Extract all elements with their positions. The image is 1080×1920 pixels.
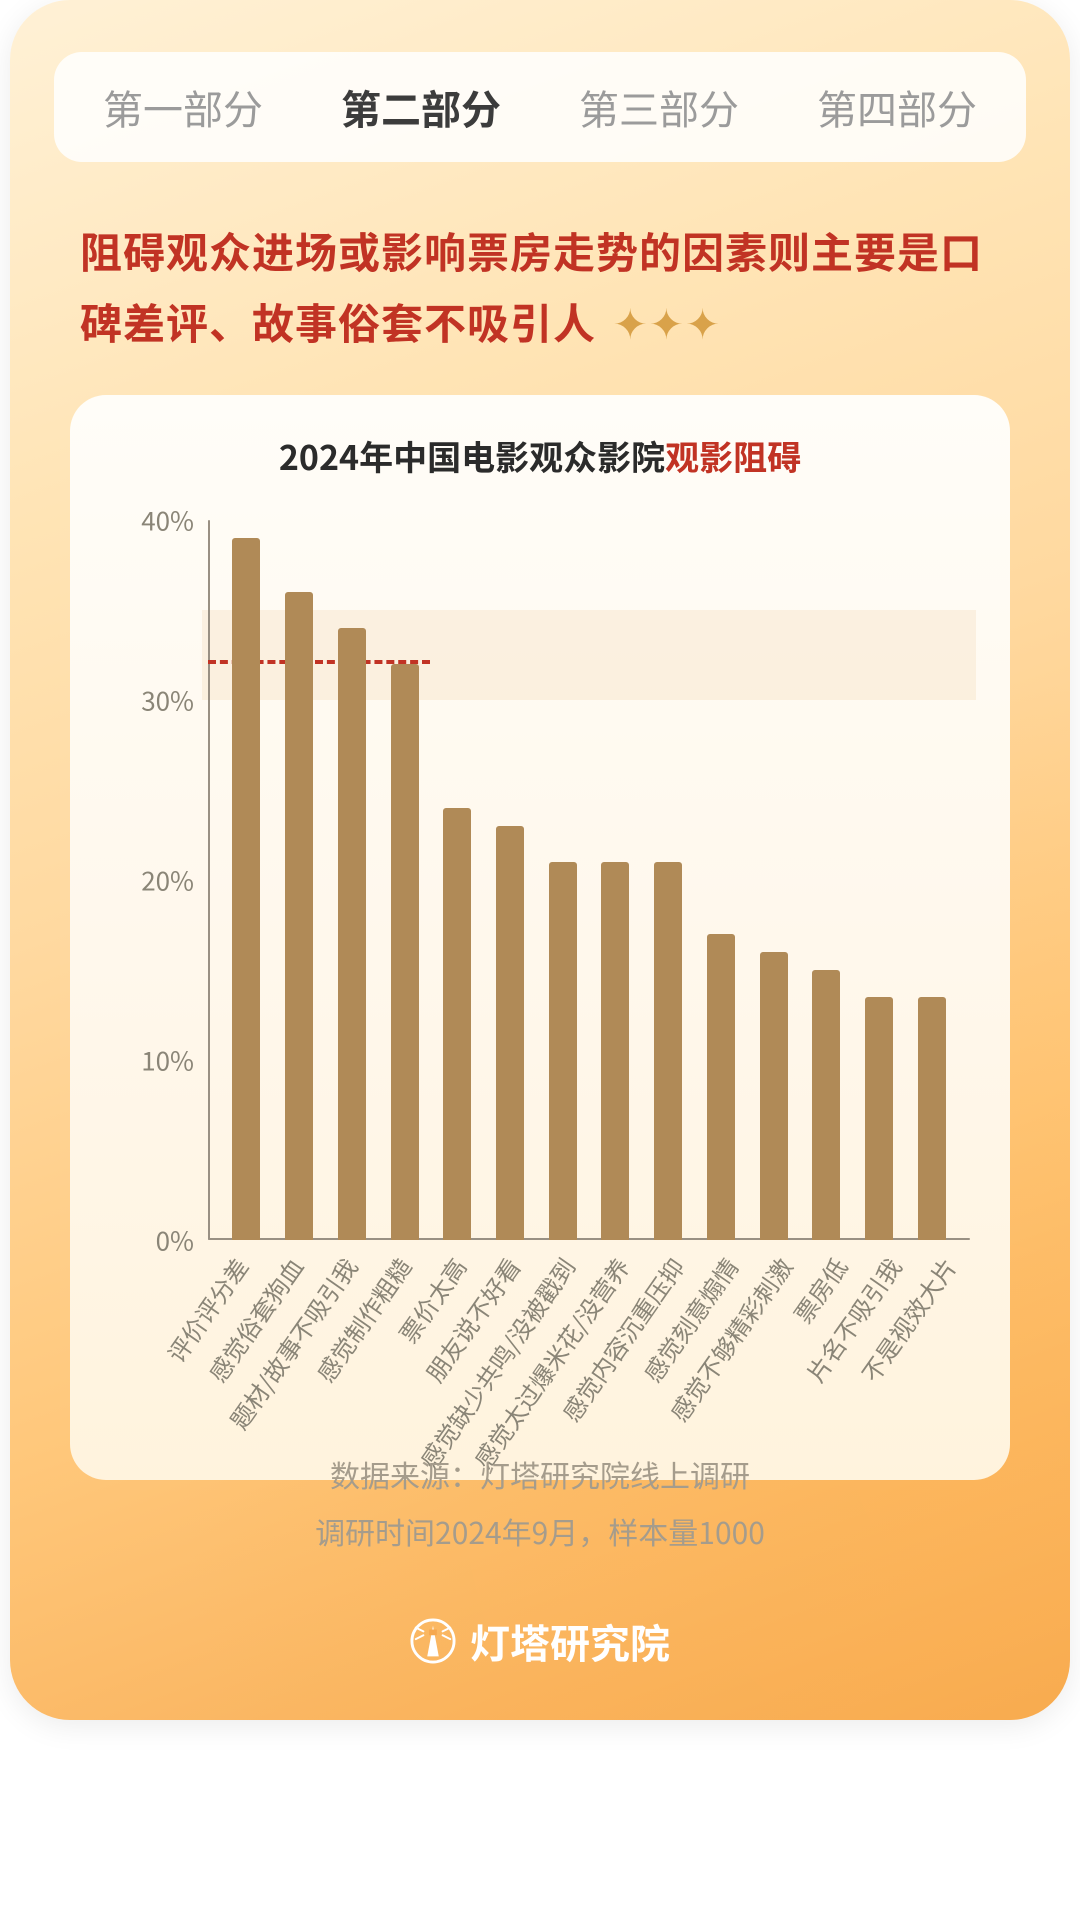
bar-slot [273,520,326,1240]
bar [812,970,840,1240]
tab-part-4[interactable]: 第四部分 [778,54,1016,160]
data-source: 数据来源：灯塔研究院线上调研 调研时间2024年9月，样本量1000 [10,1446,1070,1560]
y-tick: 40% [114,502,194,539]
bar [918,997,946,1240]
bar-slot [484,520,537,1240]
bar [443,808,471,1240]
y-tick: 0% [114,1222,194,1259]
y-axis-labels: 0%10%20%30%40% [120,520,200,1240]
tab-part-3[interactable]: 第三部分 [540,54,778,160]
bar-slot [378,520,431,1240]
bar [496,826,524,1240]
tab-part-1[interactable]: 第一部分 [64,54,302,160]
y-tick: 30% [114,682,194,719]
brand-name: 灯塔研究院 [470,1612,670,1670]
footer-brand: 灯塔研究院 [10,1612,1070,1670]
bar-slot [536,520,589,1240]
chart-card: 2024年中国电影观众影院观影阻碍 0%10%20%30%40% 评价评分差感觉… [70,395,1010,1480]
bar-slot [220,520,273,1240]
bar-slot [642,520,695,1240]
bar [760,952,788,1240]
chart-title-prefix: 2024年中国电影观众影院 [279,431,665,480]
bar-slot [694,520,747,1240]
headline: 阻碍观众进场或影响票房走势的因素则主要是口碑差评、故事俗套不吸引人 ✦✦✦ [80,215,1000,358]
chart-title-suffix: 观影阻碍 [665,431,801,480]
bar [549,862,577,1240]
card-frame: 第一部分 第二部分 第三部分 第四部分 阻碍观众进场或影响票房走势的因素则主要是… [10,0,1070,1720]
tabs: 第一部分 第二部分 第三部分 第四部分 [54,52,1026,162]
bar-slot [747,520,800,1240]
headline-text: 阻碍观众进场或影响票房走势的因素则主要是口碑差评、故事俗套不吸引人 [80,220,983,352]
bar [654,862,682,1240]
bar [338,628,366,1240]
source-line-1: 数据来源：灯塔研究院线上调研 [10,1446,1070,1503]
bar-slot [905,520,958,1240]
bar [391,664,419,1240]
page-root: 第一部分 第二部分 第三部分 第四部分 阻碍观众进场或影响票房走势的因素则主要是… [0,0,1080,1920]
tab-part-2[interactable]: 第二部分 [302,54,540,160]
source-line-2: 调研时间2024年9月，样本量1000 [10,1503,1070,1560]
bar [232,538,260,1240]
lighthouse-icon [410,1618,456,1664]
sparkle-icon: ✦✦✦ [613,291,722,352]
bars-container [208,520,970,1240]
bar [707,934,735,1240]
bar [601,862,629,1240]
chart-title: 2024年中国电影观众影院观影阻碍 [80,431,1000,480]
plot-wrap: 0%10%20%30%40% [128,520,980,1240]
bar-slot [325,520,378,1240]
plot-area [208,520,970,1240]
bar-slot [589,520,642,1240]
bar-slot [800,520,853,1240]
bar [865,997,893,1240]
y-tick: 20% [114,862,194,899]
bar-slot [431,520,484,1240]
bar-slot [853,520,906,1240]
y-tick: 10% [114,1042,194,1079]
bar [285,592,313,1240]
